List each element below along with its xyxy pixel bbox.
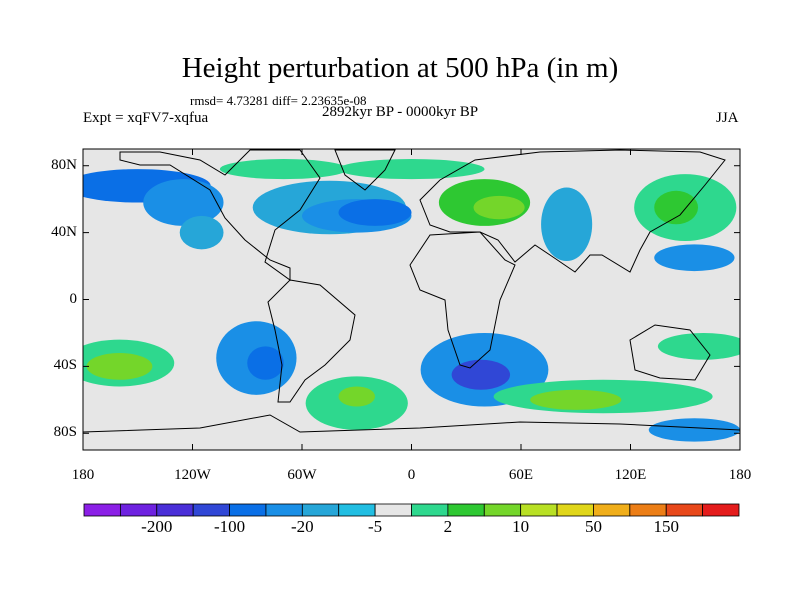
anomaly-region <box>219 159 348 180</box>
colorbar-label: -5 <box>368 517 383 536</box>
colorbar-label: 50 <box>584 517 602 536</box>
coastline-antarctica <box>83 414 740 433</box>
lon-tick-label: 120W <box>174 467 211 483</box>
anomaly-region <box>338 199 412 226</box>
anomaly-region <box>530 389 622 410</box>
chart-title: Height perturbation at 500 hPa (in m) <box>181 52 619 84</box>
coastline-south-america <box>267 279 356 403</box>
lat-tick-label: 0 <box>69 290 78 307</box>
colorbar-swatch <box>192 503 230 517</box>
colorbar-swatch <box>629 503 667 517</box>
colorbar-swatch <box>229 503 267 517</box>
lon-tick-label: 120E <box>614 467 647 483</box>
lat-tick-label: 40S <box>53 357 77 374</box>
lon-tick-label: 60W <box>287 467 317 483</box>
colorbar-label: -20 <box>290 517 314 536</box>
colorbar-swatch <box>483 503 522 517</box>
anomaly-region <box>247 346 284 380</box>
colorbar-swatch <box>411 503 449 517</box>
stats-text: rmsd= 4.73281 diff= 2.23635e-08 <box>190 93 367 108</box>
colorbar-swatch <box>593 503 631 517</box>
lat-tick-label: 80N <box>51 156 77 173</box>
anomaly-region <box>143 179 224 226</box>
lat-tick-label: 80S <box>53 424 77 441</box>
anomaly-region <box>338 159 485 180</box>
lon-tick-label: 60E <box>508 467 534 483</box>
coastline-north-america <box>119 149 321 281</box>
colorbar-swatch <box>447 503 485 517</box>
lon-tick-label: 180 <box>728 467 752 483</box>
colorbar-swatch <box>702 503 740 517</box>
colorbar-label: 10 <box>512 517 530 536</box>
anomaly-region <box>648 418 740 442</box>
lon-tick-label: 180 <box>71 467 95 483</box>
colorbar-label: 150 <box>653 517 679 536</box>
season-label: JJA <box>716 110 739 126</box>
anomaly-region <box>654 190 699 225</box>
lon-tick-label: 0 <box>407 467 416 483</box>
anomaly-region <box>473 195 525 220</box>
period-label: 2892kyr BP - 0000kyr BP <box>322 104 479 120</box>
anomaly-region <box>86 353 153 380</box>
colorbar-swatch <box>156 503 194 517</box>
colorbar-swatch <box>556 503 594 517</box>
colorbar-swatch <box>83 503 121 517</box>
coastline-eurasia <box>419 149 726 273</box>
colorbar-swatch <box>119 503 158 517</box>
colorbar-label: -100 <box>213 517 246 536</box>
anomaly-region <box>541 187 593 262</box>
colorbar-swatch <box>301 503 340 517</box>
coastlines <box>83 149 740 433</box>
colorbar-swatch <box>665 503 704 517</box>
colorbar-label: -200 <box>141 517 173 536</box>
anomaly-region <box>657 332 740 360</box>
lat-tick-label: 40N <box>51 223 77 240</box>
coastline-africa <box>409 231 516 369</box>
colorbar-label: 2 <box>443 517 453 536</box>
anomaly-field-layer <box>83 159 740 442</box>
axis-ticks <box>82 149 741 450</box>
anomaly-region <box>179 215 224 250</box>
coastline-australia <box>629 324 711 381</box>
colorbar-swatch <box>265 503 303 517</box>
coastline-greenland <box>334 149 396 191</box>
anomaly-region <box>654 244 735 272</box>
colorbar-swatch <box>374 503 412 517</box>
anomaly-region <box>338 386 375 407</box>
colorbar-swatch <box>338 503 376 517</box>
colorbar-swatch <box>520 503 558 517</box>
experiment-label: Expt = xqFV7-xqfua <box>83 110 209 126</box>
